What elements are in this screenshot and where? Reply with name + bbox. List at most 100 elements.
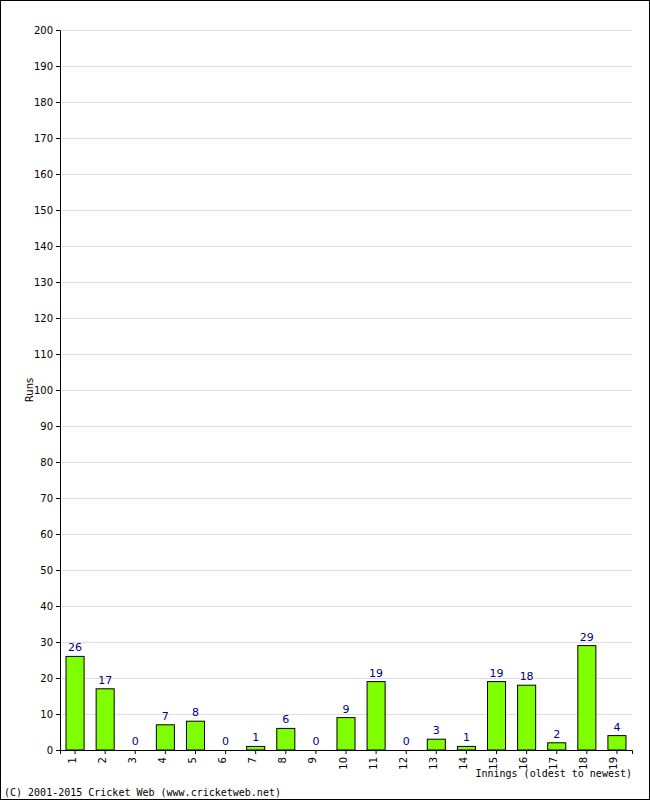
grid-line [60,102,632,103]
data-label: 1 [252,731,259,744]
y-tick-label: 90 [40,421,53,432]
grid-line [60,606,632,607]
y-tick: 100 [34,385,60,396]
y-tick-mark [56,498,60,499]
x-tick: 2 [97,750,108,763]
x-tick: 1 [67,750,78,763]
x-tick-mark [285,750,286,754]
x-tick: 17 [548,750,559,770]
x-tick-label: 13 [428,757,439,770]
y-tick-mark [56,66,60,67]
grid-line [60,390,632,391]
x-tick: 14 [458,750,469,770]
y-tick-label: 20 [40,673,53,684]
data-label: 6 [282,713,289,726]
grid-line [60,534,632,535]
y-axis-title: Runs [24,378,35,402]
y-tick-label: 140 [34,241,53,252]
y-tick-mark [56,714,60,715]
data-label: 19 [369,667,383,680]
data-labels: 2617078016091903119182294 [68,631,620,748]
y-tick-label: 180 [34,97,53,108]
x-tick-mark [496,750,497,754]
x-tick-mark [556,750,557,754]
y-tick-label: 0 [47,745,53,756]
bar [397,750,415,751]
data-label: 0 [132,735,139,748]
y-tick-label: 110 [34,349,53,360]
y-tick-mark [56,30,60,31]
grid-line [60,642,632,643]
grid-line [60,210,632,211]
frame [1,1,650,800]
y-axis: 0102030405060708090100110120130140150160… [34,25,61,756]
y-tick-mark [56,750,60,751]
data-label: 4 [613,721,620,734]
bar [217,750,235,751]
data-label: 2 [553,728,560,741]
y-tick: 110 [34,349,60,360]
x-tick-label: 9 [307,757,318,763]
data-label: 7 [162,710,169,723]
x-tick-label: 7 [247,757,258,763]
y-tick-label: 160 [34,169,53,180]
y-tick-label: 200 [34,25,53,36]
y-tick-mark [56,678,60,679]
y-tick-mark [56,642,60,643]
bars [66,646,626,750]
x-tick: 13 [428,750,439,770]
y-tick-mark [56,606,60,607]
x-tick: 12 [398,750,409,770]
grid-line [60,678,632,679]
y-tick: 160 [34,169,60,180]
x-tick-mark [195,750,196,754]
y-tick-label: 100 [34,385,53,396]
y-tick: 60 [40,529,60,540]
y-tick-label: 30 [40,637,53,648]
y-tick-mark [56,174,60,175]
x-axis-title: Innings (oldest to newest) [475,768,632,779]
grid-line [60,30,632,31]
y-tick-label: 120 [34,313,53,324]
x-tick-mark [376,750,377,754]
x-tick-label: 3 [127,757,138,763]
grid-line [60,282,632,283]
bar [427,739,445,750]
y-tick-mark [56,354,60,355]
grid-line [60,426,632,427]
bar [337,718,355,750]
bar [186,721,204,750]
y-tick-mark [56,282,60,283]
y-tick-label: 40 [40,601,53,612]
data-label: 19 [490,667,504,680]
y-tick-mark [56,138,60,139]
x-tick-mark [315,750,316,754]
bar [126,750,144,751]
x-tick-mark [586,750,587,754]
x-tick-mark [105,750,106,754]
data-label: 17 [98,674,112,687]
y-tick-label: 80 [40,457,53,468]
data-label: 0 [312,735,319,748]
x-tick-mark [135,750,136,754]
bar [307,750,325,751]
x-tick: 5 [187,750,198,763]
chart: 0102030405060708090100110120130140150160… [0,0,650,800]
x-tick-mark [466,750,467,754]
bar [608,736,626,750]
y-tick: 10 [40,709,60,720]
x-tick-label: 4 [157,757,168,763]
y-tick-label: 150 [34,205,53,216]
x-tick: 7 [247,750,258,763]
y-tick: 140 [34,241,60,252]
y-tick: 40 [40,601,60,612]
x-tick-mark [436,750,437,754]
grid-line [60,354,632,355]
x-tick-label: 8 [277,757,288,763]
x-tick: 6 [217,750,228,763]
grid-line [60,462,632,463]
data-label: 0 [222,735,229,748]
bar [277,728,295,750]
x-tick-mark [406,750,407,754]
data-label: 3 [433,724,440,737]
